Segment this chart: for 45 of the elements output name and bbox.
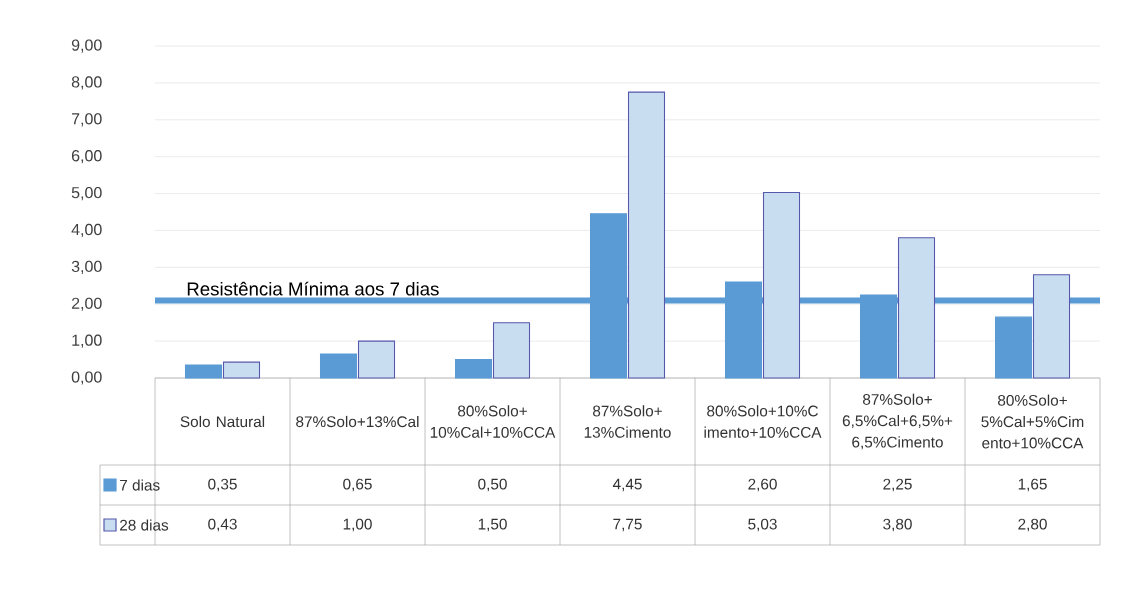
x-tick-label: 87%Solo+6,5%Cal+6,5%+6,5%Cimento	[842, 393, 953, 450]
y-tick-label: 2,00	[71, 297, 102, 311]
data-label: 4,45	[612, 478, 642, 492]
data-label: 0,50	[478, 478, 507, 492]
y-tick-label: 1,00	[72, 334, 102, 348]
y-tick-label: 8,00	[71, 76, 102, 90]
bar	[1032, 274, 1071, 379]
legend-label: 7 dias	[120, 479, 160, 491]
y-tick-label: 6,00	[71, 150, 102, 164]
x-tick-label: 87%Solo+13%Cal	[296, 415, 419, 428]
ref-line-label: Resistência Mínima aos 7 dias	[187, 281, 439, 296]
bar	[319, 353, 358, 379]
data-label: 0,35	[208, 478, 237, 492]
bar	[627, 91, 666, 379]
y-tick-label: 9,00	[71, 39, 102, 53]
bar	[454, 359, 493, 379]
data-label: 2,60	[748, 478, 777, 492]
data-label: 1,50	[478, 518, 507, 532]
y-tick-label: 5,00	[71, 186, 102, 201]
data-label: 7,75	[613, 518, 642, 532]
y-tick-label: 0,00	[71, 371, 102, 385]
bar	[357, 340, 396, 379]
y-tick-label: 7,00	[71, 113, 102, 127]
x-tick-label: 80%Solo+5%Cal+5%Cimento+10%CCA	[981, 394, 1084, 449]
x-tick-label: 87%Solo+13%Cimento	[584, 405, 671, 438]
bar	[222, 361, 261, 379]
x-tick-label: 80%Solo+10%Cimento+10%CCA	[704, 405, 822, 438]
data-label: 0,65	[343, 478, 372, 492]
y-tick-label: 3,00	[71, 260, 102, 274]
bar	[762, 191, 801, 379]
legend-label: 28 dias	[120, 519, 169, 531]
data-label: 5,03	[748, 518, 777, 532]
bar	[492, 322, 531, 379]
x-tick-label: 80%Solo+10%Cal+10%CCA	[430, 405, 556, 438]
data-label: 2,80	[1018, 518, 1047, 532]
data-label: 0,43	[208, 518, 237, 532]
bar	[184, 364, 223, 379]
data-label: 1,65	[1018, 478, 1047, 492]
data-label: 3,80	[883, 518, 912, 532]
data-label: 2,25	[883, 478, 912, 492]
bar	[897, 237, 936, 379]
x-tick-label: Solo Natural	[180, 415, 265, 428]
data-label: 1,00	[343, 518, 372, 532]
y-tick-label: 4,00	[71, 223, 102, 238]
bar	[994, 316, 1033, 379]
